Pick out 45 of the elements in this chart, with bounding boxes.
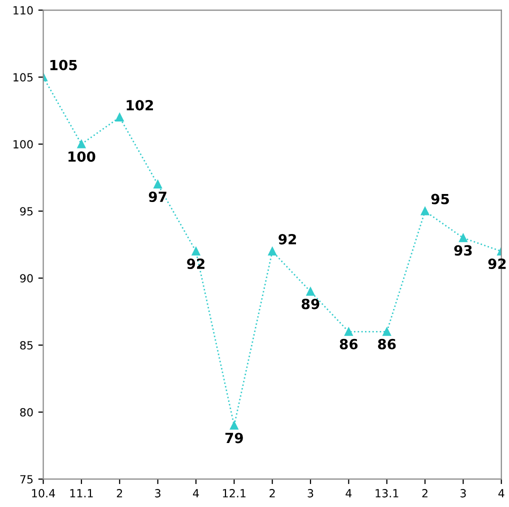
data-label: 92	[488, 258, 506, 270]
data-label: 97	[148, 192, 166, 202]
y-tick-label: 100	[14, 140, 33, 149]
y-tick-label: 105	[14, 73, 33, 82]
y-tick-label: 95	[20, 207, 33, 216]
point	[268, 247, 276, 256]
data-label: 105	[50, 60, 77, 70]
x-tick-label: 4	[346, 489, 352, 498]
data-label: 89	[302, 298, 320, 310]
x-tick-label: 2	[422, 489, 428, 498]
y-tick-label: 85	[20, 341, 33, 350]
y-tick-label: 90	[20, 274, 33, 283]
point	[344, 328, 353, 336]
x-tick-label: 2	[116, 489, 122, 498]
data-label: 100	[68, 151, 96, 162]
x-tick-label: 3	[308, 489, 314, 498]
y-tick-label: 110	[14, 6, 33, 15]
x-tick-label: 13.1	[376, 489, 398, 498]
x-tick-label: 3	[460, 489, 466, 498]
data-label: 86	[378, 338, 396, 350]
point	[77, 140, 86, 148]
point	[382, 328, 392, 336]
x-tick-label: 2	[270, 489, 275, 498]
y-tick-label: 75	[20, 475, 33, 484]
x-tick-label: 4	[192, 489, 199, 498]
x-tick-label: 10.4	[32, 489, 56, 498]
data-label: 79	[225, 432, 243, 444]
x-tick-label: 3	[155, 489, 160, 498]
data-label: 95	[431, 194, 449, 204]
point	[230, 421, 238, 430]
data-label: 86	[340, 338, 358, 350]
x-tick-label: 4	[498, 489, 504, 498]
point	[192, 247, 200, 256]
point	[420, 206, 430, 216]
data-label: 102	[126, 100, 153, 110]
point	[115, 113, 124, 122]
x-tick-label: 11.1	[70, 489, 93, 498]
data-label: 92	[278, 234, 296, 244]
x-tick-label: 12.1	[222, 489, 246, 498]
data-label: 92	[187, 258, 204, 270]
point	[306, 287, 315, 296]
point	[459, 234, 468, 242]
data-label: 93	[454, 245, 472, 256]
y-tick-label: 80	[20, 408, 33, 416]
point	[154, 180, 162, 188]
